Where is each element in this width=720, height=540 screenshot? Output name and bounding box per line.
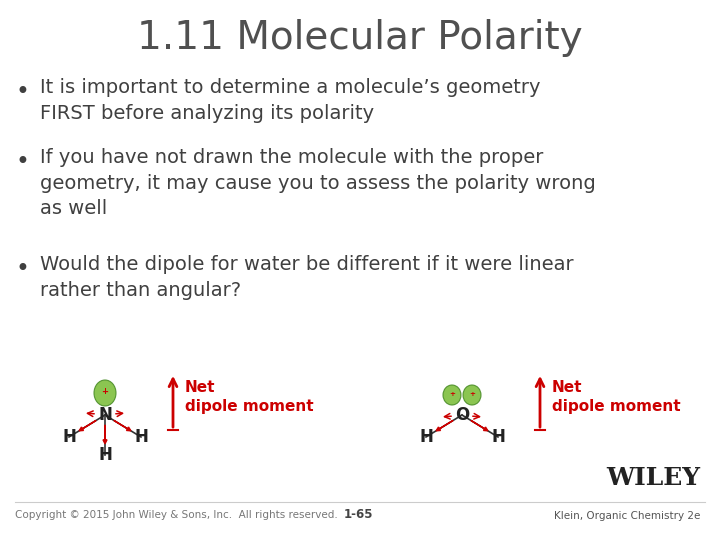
Text: +: + [469, 391, 475, 397]
Text: Would the dipole for water be different if it were linear
rather than angular?: Would the dipole for water be different … [40, 255, 574, 300]
Text: H: H [98, 446, 112, 464]
FancyArrow shape [79, 421, 96, 431]
Text: +: + [102, 387, 109, 395]
Text: H: H [491, 428, 505, 446]
Text: Net
dipole moment: Net dipole moment [185, 380, 314, 414]
Text: •: • [15, 257, 29, 281]
Ellipse shape [443, 385, 461, 405]
Text: It is important to determine a molecule’s geometry
FIRST before analyzing its po: It is important to determine a molecule’… [40, 78, 541, 123]
Text: Net
dipole moment: Net dipole moment [552, 380, 680, 414]
Text: H: H [134, 428, 148, 446]
Text: W​ILEY: W​ILEY [606, 466, 700, 490]
FancyArrow shape [103, 425, 107, 444]
Ellipse shape [463, 385, 481, 405]
Text: 1-65: 1-65 [343, 509, 373, 522]
Text: Klein, Organic Chemistry 2e: Klein, Organic Chemistry 2e [554, 511, 700, 521]
Text: •: • [15, 80, 29, 104]
Text: Copyright © 2015 John Wiley & Sons, Inc.  All rights reserved.: Copyright © 2015 John Wiley & Sons, Inc.… [15, 510, 338, 520]
Text: If you have not drawn the molecule with the proper
geometry, it may cause you to: If you have not drawn the molecule with … [40, 148, 595, 219]
Text: H: H [62, 428, 76, 446]
Text: N: N [98, 406, 112, 424]
Ellipse shape [94, 380, 116, 406]
FancyArrow shape [114, 421, 131, 431]
FancyArrow shape [471, 421, 488, 431]
Text: O: O [455, 406, 469, 424]
Text: 1.11 Molecular Polarity: 1.11 Molecular Polarity [138, 19, 582, 57]
FancyArrow shape [436, 421, 453, 431]
Text: +: + [449, 391, 455, 397]
Text: •: • [15, 150, 29, 174]
Text: H: H [419, 428, 433, 446]
